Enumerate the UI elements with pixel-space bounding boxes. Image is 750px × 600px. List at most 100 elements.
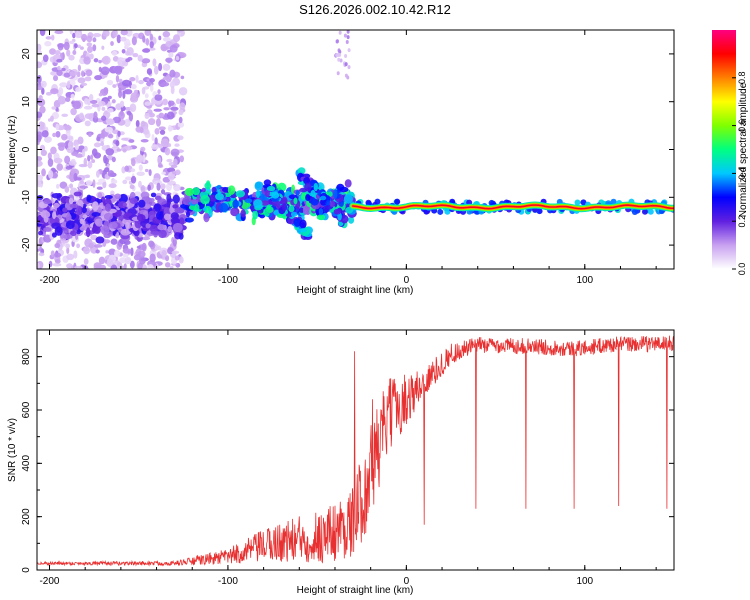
- spectrogram-cell: [116, 34, 121, 44]
- spectrogram-cell: [66, 246, 70, 254]
- spectrogram-cell: [177, 121, 185, 128]
- spectrogram-cell: [631, 208, 638, 215]
- figure-title: S126.2026.002.10.42.R12: [299, 2, 451, 17]
- spectrogram-cell: [87, 46, 93, 53]
- spectrogram-cell: [337, 57, 341, 62]
- snr-panel: -200 -100 0 100 0 200 400 600 800 Height of str…: [7, 329, 675, 596]
- colorbar-scale: [712, 30, 736, 269]
- spectrogram-cell: [179, 102, 186, 111]
- spectrogram-cell: [37, 98, 46, 107]
- spectrogram-cell: [104, 167, 110, 173]
- spectrogram-cell: [167, 198, 174, 203]
- spectrogram-cell: [68, 160, 77, 166]
- spectrogram-cell: [125, 176, 133, 181]
- spectrogram-cell: [50, 34, 55, 41]
- spectrogram-cell: [173, 158, 178, 166]
- spectrogram-cell: [172, 204, 179, 209]
- spectrogram-cell: [55, 123, 60, 131]
- spectrogram-cell: [114, 65, 123, 74]
- spectrogram-cell: [266, 186, 276, 192]
- spectrogram-cell: [101, 45, 105, 50]
- spectrogram-cell: [68, 40, 75, 45]
- spectrogram-cell: [176, 30, 184, 33]
- spectrogram-cell: [215, 193, 224, 201]
- spectrogram-cell: [68, 140, 74, 150]
- spectrogram-cell: [145, 223, 151, 229]
- spectrogram-cell: [178, 52, 187, 58]
- spectrogram-cell: [394, 198, 401, 205]
- spectrogram-cell: [65, 96, 71, 102]
- spectrogram-cell: [129, 197, 138, 204]
- spectrogram-cell: [610, 198, 617, 205]
- spectrogram-cell: [241, 201, 249, 210]
- spectrogram-cell: [73, 191, 82, 197]
- spectrogram-cell: [62, 221, 67, 226]
- spectrogram-cell: [144, 196, 151, 205]
- spectrogram-cell: [161, 249, 167, 258]
- spectrogram-cell: [41, 168, 46, 177]
- spectrogram-ytick-label: 10: [21, 96, 32, 108]
- spectrogram-cell: [185, 210, 191, 218]
- spectrogram-cell: [54, 259, 61, 264]
- spectrogram-cell: [166, 111, 175, 120]
- spectrogram-cell: [162, 36, 171, 42]
- spectrogram-cell: [339, 186, 349, 193]
- spectrogram-cell: [145, 38, 150, 46]
- spectrogram-cell: [133, 229, 140, 237]
- spectrogram-cell: [138, 180, 142, 188]
- spectrogram-cell: [160, 82, 170, 87]
- spectrogram-cell: [37, 156, 43, 162]
- spectrogram-cell: [141, 242, 147, 252]
- spectrogram-cell: [264, 189, 270, 198]
- spectrogram-cell: [70, 108, 77, 116]
- spectrogram-cell: [138, 164, 143, 171]
- spectrogram-cell: [86, 194, 92, 202]
- spectrogram-cell: [52, 211, 57, 220]
- spectrogram-cell: [129, 77, 136, 82]
- spectrogram-cell: [156, 182, 161, 191]
- snr-x-ticks: -200 -100 0 100: [39, 330, 657, 587]
- spectrogram-cell: [162, 63, 171, 71]
- spectrogram-cell: [93, 152, 102, 159]
- spectrogram-cell: [335, 53, 339, 58]
- spectrogram-cell: [137, 199, 146, 208]
- spectrogram-cell: [111, 99, 116, 104]
- spectrogram-cell: [139, 127, 144, 134]
- spectrogram-cell: [121, 137, 129, 141]
- spectrogram-cell: [72, 100, 82, 110]
- spectrogram-cell: [68, 197, 74, 205]
- spectrogram-cell: [328, 191, 333, 197]
- spectrogram-cell: [37, 134, 42, 143]
- spectrogram-cell: [338, 30, 342, 35]
- spectrogram-cell: [115, 74, 120, 83]
- spectrogram-cell: [93, 244, 103, 248]
- spectrogram-cell: [266, 205, 272, 210]
- spectrogram-cell: [63, 125, 72, 131]
- spectrogram-cell: [37, 49, 42, 55]
- spectrogram-cell: [208, 209, 213, 218]
- spectrogram-cell: [70, 230, 77, 237]
- spectrogram-cell: [157, 89, 161, 95]
- spectrogram-cell: [37, 242, 40, 249]
- spectrogram-cell: [120, 30, 128, 36]
- spectrogram-cell: [232, 199, 239, 209]
- spectrogram-cell: [163, 213, 171, 221]
- spectrogram-cell: [50, 115, 54, 122]
- spectrogram-cell: [282, 203, 288, 211]
- spectrogram-cell: [90, 154, 94, 160]
- spectrogram-cell: [318, 208, 324, 215]
- spectrogram-cell: [343, 194, 353, 204]
- spectrogram-cell: [155, 211, 164, 220]
- spectrogram-cell: [260, 200, 270, 206]
- spectrogram-cell: [158, 62, 163, 72]
- spectrogram-cell: [154, 245, 162, 251]
- spectrogram-cell: [122, 179, 128, 185]
- spectrogram-cell: [154, 94, 163, 101]
- spectrogram-cell: [95, 170, 100, 178]
- spectrogram-cell: [51, 106, 57, 110]
- spectrogram-cell: [104, 195, 113, 200]
- spectrogram-cell: [135, 119, 140, 128]
- spectrogram-cell: [130, 168, 136, 173]
- spectrogram-cell: [93, 111, 98, 119]
